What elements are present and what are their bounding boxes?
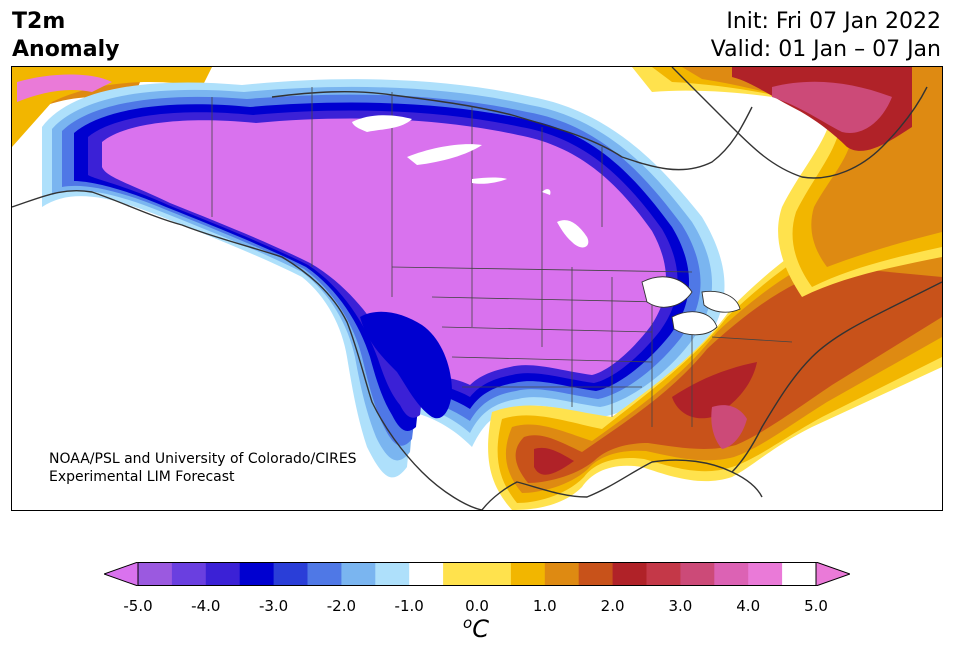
colorbar [104,562,850,586]
colorbar-tick-label: -5.0 [123,597,153,615]
unit-celsius: C [472,615,489,643]
colorbar-tick-label: 1.0 [532,597,557,615]
init-date: Init: Fri 07 Jan 2022 [726,9,941,34]
northeast-anomaly [632,67,942,297]
colorbar-tick-label: -4.0 [191,597,221,615]
colorbar-segment [409,562,444,586]
colorbar-segment [510,562,546,586]
credit-line-1: NOAA/PSL and University of Colorado/CIRE… [49,451,357,467]
colorbar-under-arrow [104,562,139,586]
state-borders [211,87,793,427]
colorbar-tick-label: 5.0 [804,597,828,615]
colorbar-segment [646,562,681,586]
colorbar-segment [205,562,241,586]
coastlines [12,67,942,510]
colorbar-segment [307,562,342,586]
colorbar-tick-label: -1.0 [394,597,424,615]
colorbar-frame [137,562,817,586]
great-lakes [641,276,741,336]
forecast-dates: Init: Fri 07 Jan 2022 Valid: 01 Jan – 07… [711,8,941,64]
colorbar-tick-label: -2.0 [326,597,357,615]
colorbar-tick-label: 2.0 [600,597,625,615]
unit-label: oC [463,614,489,643]
colorbar-segment [680,562,715,586]
colorbar-tick-label: 3.0 [668,597,693,615]
cold-anomaly [42,79,725,478]
colorbar-segment [171,562,207,586]
valid-range: Valid: 01 Jan – 07 Jan [710,37,941,62]
colorbar-segment [748,562,783,586]
map-canvas [12,67,942,510]
anomaly-map: NOAA/PSL and University of Colorado/CIRE… [11,66,943,511]
colorbar-segment [375,562,410,586]
unit-degree: o [463,614,473,632]
colorbar-cells [104,562,850,586]
colorbar-segment [239,562,275,586]
alaska-anomaly [12,67,212,147]
credit-line-2: Experimental LIM Forecast [49,469,235,485]
colorbar-tick-label: 4.0 [736,597,761,615]
colorbar-over-arrow [815,562,850,586]
colorbar-segment [544,562,580,586]
credit-text: NOAA/PSL and University of Colorado/CIRE… [49,450,357,486]
canadian-lakes [352,115,589,248]
colorbar-segment [138,562,173,586]
colorbar-segment [273,562,308,586]
map-title: T2m Anomaly [12,8,119,64]
colorbar-segment [714,562,749,586]
colorbar-segment [578,562,614,586]
colorbar-tick-label: -3.0 [258,597,289,615]
title-line-2: Anomaly [12,37,120,62]
colorbar-segment [782,562,817,586]
colorbar-segment [612,562,647,586]
colorbar-segment [341,562,376,586]
colorbar-segment [443,562,512,586]
colorbar-tick-label: 0.0 [465,597,489,615]
title-line-1: T2m [12,9,66,34]
